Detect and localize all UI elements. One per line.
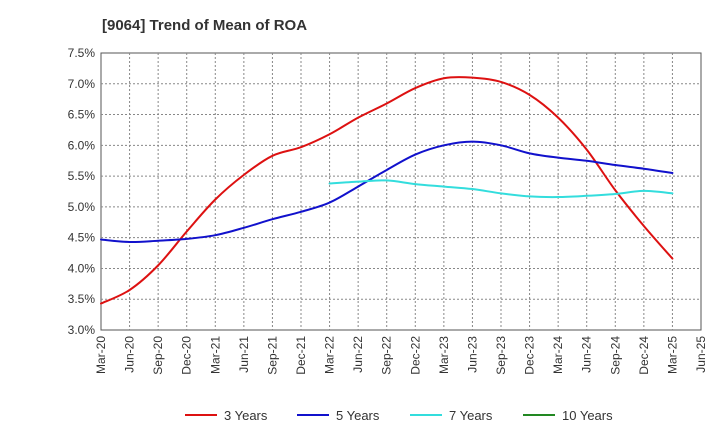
y-tick-label: 7.0% (68, 77, 96, 91)
x-tick-label: Mar-24 (551, 336, 565, 374)
x-tick-label: Jun-25 (694, 336, 708, 373)
legend-label-5-years: 5 Years (336, 408, 380, 423)
y-tick-label: 4.5% (68, 231, 96, 245)
x-tick-label: Sep-21 (265, 336, 279, 375)
x-tick-label: Jun-20 (123, 336, 137, 373)
x-tick-label: Mar-22 (323, 336, 337, 374)
x-tick-label: Jun-23 (465, 336, 479, 373)
x-tick-label: Jun-22 (351, 336, 365, 373)
y-tick-label: 5.5% (68, 169, 96, 183)
x-tick-label: Sep-23 (494, 336, 508, 375)
legend: 3 Years 5 Years 7 Years 10 Years (185, 408, 613, 423)
x-axis: Mar-20 Jun-20 Sep-20 Dec-20 Mar-21 Jun-21 Sep-… (94, 336, 708, 375)
x-tick-label: Dec-21 (294, 336, 308, 375)
legend-label-7-years: 7 Years (449, 408, 493, 423)
legend-label-10-years: 10 Years (562, 408, 613, 423)
x-tick-label: Sep-22 (380, 336, 394, 375)
y-tick-label: 6.0% (68, 138, 96, 152)
x-tick-label: Dec-20 (180, 336, 194, 375)
series-line-3-years (100, 76, 674, 305)
y-tick-label: 3.5% (68, 292, 96, 306)
series-layer (100, 76, 674, 305)
x-tick-label: Dec-23 (523, 336, 537, 375)
x-tick-label: Sep-20 (151, 336, 165, 375)
grid-layer (101, 53, 701, 330)
x-tick-label: Mar-23 (437, 336, 451, 374)
x-tick-label: Mar-25 (665, 336, 679, 374)
x-tick-label: Mar-20 (94, 336, 108, 374)
plot-area (100, 52, 702, 331)
x-tick-label: Mar-21 (208, 336, 222, 374)
legend-label-3-years: 3 Years (224, 408, 268, 423)
y-tick-label: 5.0% (68, 200, 96, 214)
y-tick-label: 3.0% (68, 323, 96, 337)
y-tick-label: 7.5% (68, 46, 96, 60)
y-tick-label: 4.0% (68, 261, 96, 275)
y-tick-label: 6.5% (68, 108, 96, 122)
series-line-5-years (100, 140, 674, 244)
x-tick-label: Dec-24 (637, 336, 651, 375)
x-tick-label: Sep-24 (608, 336, 622, 375)
x-tick-label: Jun-21 (237, 336, 251, 373)
chart-title: [9064] Trend of Mean of ROA (102, 17, 307, 34)
y-axis: 3.0% 3.5% 4.0% 4.5% 5.0% 5.5% 6.0% 6.5% 7.0% 7.5% (68, 46, 96, 337)
series-line-7-years (328, 179, 674, 199)
x-tick-label: Dec-22 (408, 336, 422, 375)
x-tick-label: Jun-24 (580, 336, 594, 373)
